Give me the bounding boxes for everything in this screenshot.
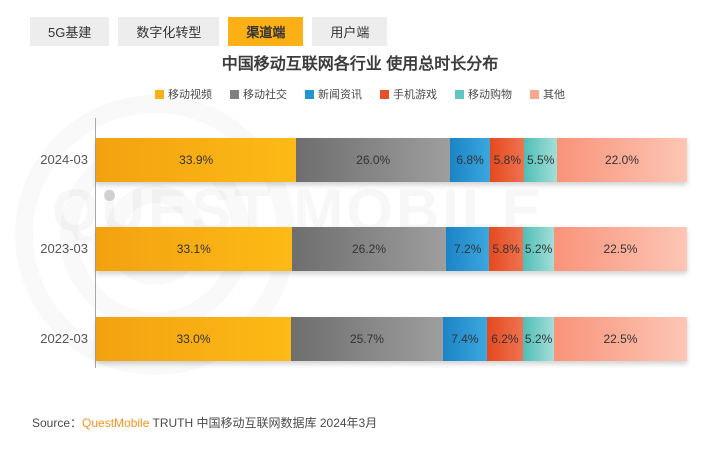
legend-label: 新闻资讯 <box>318 89 362 101</box>
tab-bar: 5G基建 数字化转型 渠道端 用户端 <box>30 17 388 46</box>
chart-title: 中国移动互联网各行业 使用总时长分布 <box>221 56 499 73</box>
bar-segment[interactable]: 33.0% <box>96 317 292 361</box>
source-note: Source：QuestMobile TRUTH 中国移动互联网数据库 2024… <box>32 414 377 431</box>
legend-item[interactable]: 其他 <box>530 86 565 102</box>
tab-channel-side[interactable]: 渠道端 <box>228 17 304 46</box>
bar-segment[interactable]: 6.8% <box>450 138 491 182</box>
bar-segment[interactable]: 5.8% <box>490 138 525 182</box>
legend-swatch-icon <box>230 89 239 99</box>
legend-item[interactable]: 移动社交 <box>230 86 287 102</box>
bar-segment[interactable]: 7.2% <box>446 227 489 271</box>
legend-label: 移动购物 <box>468 89 512 101</box>
category-label: 2023-03 <box>40 241 88 256</box>
bar-segment[interactable]: 5.8% <box>488 227 524 271</box>
tab-digital-transformation[interactable]: 数字化转型 <box>118 17 220 46</box>
source-rest: TRUTH 中国移动互联网数据库 2024年3月 <box>149 416 378 430</box>
bar-segment[interactable]: 5.2% <box>523 317 554 361</box>
legend-label: 手机游戏 <box>393 89 437 101</box>
bar-segment[interactable]: 22.5% <box>553 227 687 271</box>
bar-segment[interactable]: 22.0% <box>556 138 687 182</box>
legend-swatch-icon <box>455 89 464 99</box>
bar-row: 33.0% 25.7% 7.4% 6.2% 5.2% 22.5% <box>96 317 687 361</box>
legend-item[interactable]: 手机游戏 <box>380 86 437 102</box>
bar-segment[interactable]: 26.2% <box>291 227 447 271</box>
bar-segment[interactable]: 26.0% <box>296 138 450 182</box>
bar-segment[interactable]: 25.7% <box>291 317 443 361</box>
source-brand: QuestMobile <box>82 416 150 430</box>
tab-user-side[interactable]: 用户端 <box>312 17 388 46</box>
bar-segment[interactable]: 5.2% <box>523 227 554 271</box>
legend-swatch-icon <box>305 89 314 99</box>
tab-5g-infrastructure[interactable]: 5G基建 <box>30 17 110 46</box>
category-label: 2024-03 <box>40 152 88 167</box>
bar-segment[interactable]: 33.1% <box>96 227 292 271</box>
legend-label: 移动视频 <box>168 89 212 101</box>
bar-segment[interactable]: 22.5% <box>553 317 687 361</box>
legend-swatch-icon <box>380 89 389 99</box>
stacked-bar-chart: 2024-03 33.9% 26.0% 6.8% 5.8% 5.5% 22.0% 2023-0… <box>40 118 687 368</box>
legend-label: 移动社交 <box>243 89 287 101</box>
bar-row: 33.9% 26.0% 6.8% 5.8% 5.5% 22.0% <box>96 138 687 182</box>
bar-segment[interactable]: 7.4% <box>442 317 487 361</box>
bar-row: 33.1% 26.2% 7.2% 5.8% 5.2% 22.5% <box>96 227 687 271</box>
legend-item[interactable]: 新闻资讯 <box>305 86 362 102</box>
legend-item[interactable]: 移动视频 <box>155 86 212 102</box>
legend-swatch-icon <box>530 89 539 99</box>
bar-segment[interactable]: 5.5% <box>524 138 557 182</box>
chart-legend: 移动视频 移动社交 新闻资讯 手机游戏 移动购物 其他 <box>0 86 720 102</box>
source-prefix: Source： <box>32 416 83 430</box>
legend-label: 其他 <box>543 89 565 101</box>
bar-segment[interactable]: 33.9% <box>96 138 297 182</box>
category-label: 2022-03 <box>40 331 88 346</box>
bar-segment[interactable]: 6.2% <box>486 317 524 361</box>
legend-swatch-icon <box>155 89 164 99</box>
legend-item[interactable]: 移动购物 <box>455 86 512 102</box>
